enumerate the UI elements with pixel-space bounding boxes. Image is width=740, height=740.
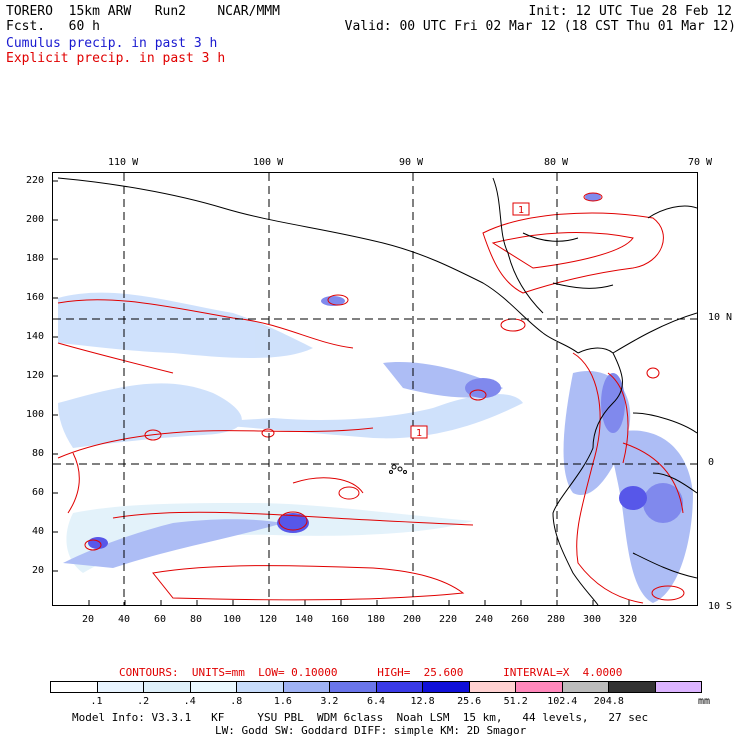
x-label-180: 180 [367, 614, 386, 625]
colorbar-value-label: 12.8 [410, 696, 435, 707]
header-init-time: Init: 12 UTC Tue 28 Feb 12 [528, 4, 733, 19]
lon-label-80w: 80 W [544, 157, 569, 168]
colorbar-value-label: .1 [90, 696, 103, 707]
x-label-80: 80 [190, 614, 203, 625]
marker-label-north: 1 [518, 205, 524, 216]
legend-explicit-precip: Explicit precip. in past 3 h [6, 51, 226, 66]
map-canvas: 1 1 [53, 173, 697, 605]
header-valid-time: Valid: 00 UTC Fri 02 Mar 12 (18 CST Thu … [344, 19, 736, 34]
x-label-320: 320 [619, 614, 638, 625]
colorbar-value-label: 102.4 [547, 696, 578, 707]
colorbar-value-label: .4 [183, 696, 196, 707]
colorbar-swatch [516, 682, 563, 692]
x-label-120: 120 [259, 614, 278, 625]
cumulus-precip-shading [58, 193, 693, 603]
y-label-160: 160 [26, 292, 45, 303]
colorbar-swatch [655, 682, 701, 692]
x-label-300: 300 [583, 614, 602, 625]
x-label-40: 40 [118, 614, 131, 625]
colorbar-value-label: 25.6 [457, 696, 482, 707]
y-label-80: 80 [32, 448, 45, 459]
marker-box-north [512, 202, 530, 216]
lon-label-100w: 100 W [253, 157, 284, 168]
marker-box-south [410, 425, 428, 439]
colorbar-swatch [283, 682, 330, 692]
colorbar-value-label: 3.2 [320, 696, 339, 707]
colorbar-swatch [423, 682, 470, 692]
x-label-160: 160 [331, 614, 350, 625]
colorbar-swatch [609, 682, 656, 692]
x-label-200: 200 [403, 614, 422, 625]
y-label-140: 140 [26, 331, 45, 342]
y-label-40: 40 [32, 526, 45, 537]
lon-label-70w: 70 W [688, 157, 713, 168]
x-label-280: 280 [547, 614, 566, 625]
colorbar-value-label: 6.4 [366, 696, 386, 707]
footer-model-info: Model Info: V3.3.1 KF YSU PBL WDM 6class… [72, 711, 649, 724]
explicit-precip-contours [57, 192, 685, 604]
lon-label-90w: 90 W [399, 157, 424, 168]
precip-colorbar [50, 681, 702, 693]
lat-label-10s: 10 S [708, 601, 733, 612]
precip-map: 1 1 [52, 172, 698, 606]
y-label-60: 60 [32, 487, 45, 498]
contours-info: CONTOURS: UNITS=mm LOW= 0.10000 HIGH= 25… [119, 666, 623, 679]
x-label-220: 220 [439, 614, 458, 625]
y-label-100: 100 [26, 409, 45, 420]
y-label-20: 20 [32, 565, 45, 576]
colorbar-swatch [97, 682, 144, 692]
colorbar-swatch [144, 682, 191, 692]
colorbar-swatch [469, 682, 516, 692]
legend-cumulus-precip: Cumulus precip. in past 3 h [6, 36, 218, 51]
station-markers: 1 1 [410, 202, 530, 439]
y-label-200: 200 [26, 214, 45, 225]
colorbar-value-label: .2 [137, 696, 150, 707]
lat-label-10n: 10 N [708, 312, 733, 323]
colorbar-swatch [190, 682, 237, 692]
colorbar-value-label: .8 [230, 696, 243, 707]
colorbar-value-label: 51.2 [503, 696, 528, 707]
header-model-title: TORERO 15km ARW Run2 NCAR/MMM [6, 4, 280, 19]
coastlines [57, 177, 697, 605]
x-label-140: 140 [295, 614, 314, 625]
y-label-180: 180 [26, 253, 45, 264]
colorbar-units: mm [698, 696, 711, 707]
y-label-220: 220 [26, 175, 45, 186]
colorbar-swatch [562, 682, 609, 692]
header-forecast-hour: Fcst. 60 h [6, 19, 100, 34]
colorbar-swatch [237, 682, 284, 692]
graticule [53, 173, 697, 605]
x-label-20: 20 [82, 614, 95, 625]
marker-label-south: 1 [416, 428, 422, 439]
x-label-240: 240 [475, 614, 494, 625]
lat-label-0: 0 [708, 457, 715, 468]
colorbar-swatch [330, 682, 377, 692]
lon-label-110w: 110 W [108, 157, 139, 168]
colorbar-swatch [376, 682, 423, 692]
y-label-120: 120 [26, 370, 45, 381]
footer-physics-info: LW: Godd SW: Goddard DIFF: simple KM: 2D… [215, 724, 527, 737]
x-label-260: 260 [511, 614, 530, 625]
colorbar-value-label: 204.8 [593, 696, 624, 707]
colorbar-swatch [51, 682, 98, 692]
colorbar-value-label: 1.6 [273, 696, 292, 707]
x-label-60: 60 [154, 614, 167, 625]
x-label-100: 100 [223, 614, 242, 625]
